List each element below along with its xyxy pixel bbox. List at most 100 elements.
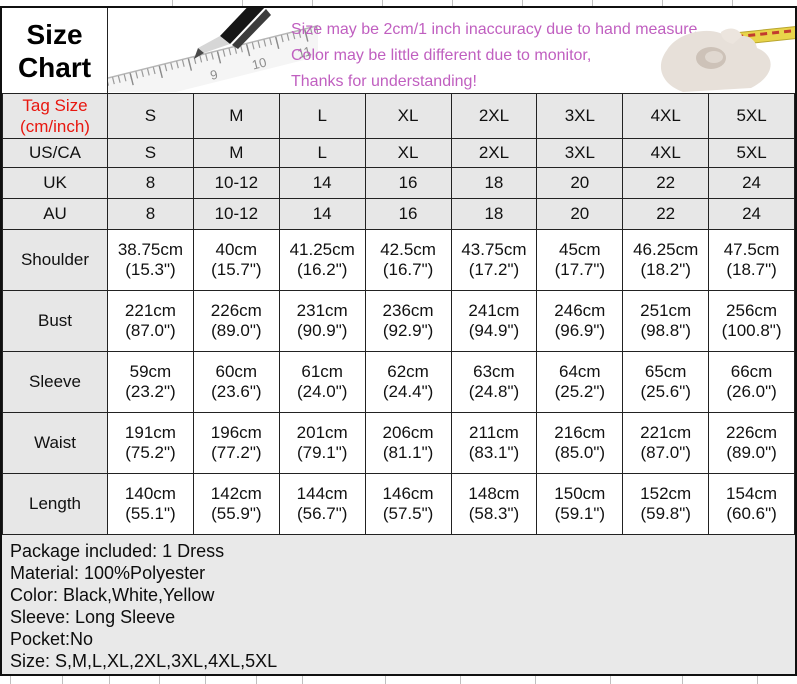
table-cell: 8 xyxy=(107,198,194,230)
table-cell: 24 xyxy=(708,167,795,199)
table-cell: S xyxy=(107,93,194,139)
table-cell: 216cm (85.0") xyxy=(536,412,624,474)
note-line: Color may be little different due to mon… xyxy=(291,47,592,64)
table-cell: 221cm (87.0") xyxy=(622,412,710,474)
table-cell: 43.75cm (17.2") xyxy=(450,229,538,291)
row-label-tag-size: Tag Size (cm/inch) xyxy=(2,93,108,139)
table-cell: M xyxy=(192,93,280,139)
detail-pocket: Pocket:No xyxy=(10,629,94,649)
table-cell: 16 xyxy=(364,198,452,230)
table-cell: 22 xyxy=(622,167,710,199)
header-banner: 9 10 11 Size may be 2cm/1 inch inaccurac… xyxy=(108,8,795,93)
table-cell: 206cm (81.1") xyxy=(364,412,452,474)
table-cell: 3XL xyxy=(536,93,624,139)
table-cell: 2XL xyxy=(450,138,538,168)
row-label-bust: Bust xyxy=(2,290,108,352)
table-cell: 41.25cm (16.2") xyxy=(278,229,366,291)
table-cell: L xyxy=(278,93,366,139)
svg-text:9: 9 xyxy=(209,67,220,83)
table-cell: 45cm (17.7") xyxy=(536,229,624,291)
table-cell: 16 xyxy=(364,167,452,199)
table-cell: 22 xyxy=(622,198,710,230)
chart-header: Size Chart 9 10 11 xyxy=(2,8,795,93)
table-cell: 3XL xyxy=(536,138,624,168)
cropped-row-bottom xyxy=(0,676,797,684)
table-cell: 226cm (89.0") xyxy=(708,412,795,474)
table-cell: 10-12 xyxy=(192,198,280,230)
table-cell: 42.5cm (16.7") xyxy=(364,229,452,291)
table-cell: S xyxy=(107,138,194,168)
detail-material: Material: 100%Polyester xyxy=(10,563,206,583)
table-cell: 66cm (26.0") xyxy=(708,351,795,413)
table-cell: 4XL xyxy=(622,138,710,168)
table-cell: 191cm (75.2") xyxy=(107,412,194,474)
table-cell: 14 xyxy=(278,167,366,199)
row-label-length: Length xyxy=(2,473,108,535)
table-cell: 20 xyxy=(536,198,624,230)
table-row-tag-size: Tag Size (cm/inch) S M L XL 2XL 3XL 4XL … xyxy=(2,93,795,139)
detail-package: Package included: 1 Dress xyxy=(10,541,225,561)
row-label-uk: UK xyxy=(2,167,108,199)
table-cell: 63cm (24.8") xyxy=(450,351,538,413)
detail-color: Color: Black,White,Yellow xyxy=(10,585,215,605)
page-title: Size Chart xyxy=(2,8,108,93)
size-table: Tag Size (cm/inch) S M L XL 2XL 3XL 4XL … xyxy=(2,93,795,535)
table-cell: XL xyxy=(364,138,452,168)
table-cell: 61cm (24.0") xyxy=(278,351,366,413)
table-cell: 256cm (100.8") xyxy=(708,290,795,352)
row-label-us-ca: US/CA xyxy=(2,138,108,168)
table-cell: 150cm (59.1") xyxy=(536,473,624,535)
table-cell: 142cm (55.9") xyxy=(192,473,280,535)
table-cell: 251cm (98.8") xyxy=(622,290,710,352)
detail-size-list: Size: S,M,L,XL,2XL,3XL,4XL,5XL xyxy=(10,651,278,671)
table-cell: 59cm (23.2") xyxy=(107,351,194,413)
table-row-au: AU 8 10-12 14 16 18 20 22 24 xyxy=(2,198,795,230)
table-cell: 24 xyxy=(708,198,795,230)
table-cell: 236cm (92.9") xyxy=(364,290,452,352)
svg-text:10: 10 xyxy=(250,54,268,72)
table-cell: 211cm (83.1") xyxy=(450,412,538,474)
table-cell: 140cm (55.1") xyxy=(107,473,194,535)
table-cell: 241cm (94.9") xyxy=(450,290,538,352)
cropped-row-top xyxy=(0,0,797,6)
table-cell: 14 xyxy=(278,198,366,230)
row-label-sleeve: Sleeve xyxy=(2,351,108,413)
table-cell: 46.25cm (18.2") xyxy=(622,229,710,291)
table-cell: 146cm (57.5") xyxy=(364,473,452,535)
table-cell: 47.5cm (18.7") xyxy=(708,229,795,291)
svg-text:11: 11 xyxy=(296,43,313,61)
table-cell: 64cm (25.2") xyxy=(536,351,624,413)
table-row-sleeve: Sleeve 59cm (23.2") 60cm (23.6") 61cm (2… xyxy=(2,351,795,413)
product-details: Package included: 1 Dress Material: 100%… xyxy=(2,535,795,674)
table-cell: 231cm (90.9") xyxy=(278,290,366,352)
table-cell: 20 xyxy=(536,167,624,199)
table-cell: 38.75cm (15.3") xyxy=(107,229,194,291)
table-cell: 144cm (56.7") xyxy=(278,473,366,535)
table-cell: 62cm (24.4") xyxy=(364,351,452,413)
table-cell: 18 xyxy=(450,167,538,199)
table-row-length: Length 140cm (55.1") 142cm (55.9") 144cm… xyxy=(2,473,795,535)
hand-tape-measure-icon xyxy=(660,25,795,92)
table-cell: 60cm (23.6") xyxy=(192,351,280,413)
table-row-shoulder: Shoulder 38.75cm (15.3") 40cm (15.7") 41… xyxy=(2,229,795,291)
table-cell: 5XL xyxy=(708,93,795,139)
pencil-ruler-icon: 9 10 11 xyxy=(108,8,318,92)
table-cell: 40cm (15.7") xyxy=(192,229,280,291)
detail-sleeve: Sleeve: Long Sleeve xyxy=(10,607,176,627)
table-row-bust: Bust 221cm (87.0") 226cm (89.0") 231cm (… xyxy=(2,290,795,352)
table-cell: 246cm (96.9") xyxy=(536,290,624,352)
table-cell: 65cm (25.6") xyxy=(622,351,710,413)
table-cell: 10-12 xyxy=(192,167,280,199)
row-label-shoulder: Shoulder xyxy=(2,229,108,291)
note-line: Size may be 2cm/1 inch inaccuracy due to… xyxy=(291,21,702,38)
table-cell: 8 xyxy=(107,167,194,199)
table-cell: 18 xyxy=(450,198,538,230)
table-cell: M xyxy=(192,138,280,168)
size-chart-panel: Size Chart 9 10 11 xyxy=(0,6,797,676)
table-row-uk: UK 8 10-12 14 16 18 20 22 24 xyxy=(2,167,795,199)
table-row-us-ca: US/CA S M L XL 2XL 3XL 4XL 5XL xyxy=(2,138,795,168)
table-cell: 148cm (58.3") xyxy=(450,473,538,535)
table-cell: 226cm (89.0") xyxy=(192,290,280,352)
table-cell: 2XL xyxy=(450,93,538,139)
